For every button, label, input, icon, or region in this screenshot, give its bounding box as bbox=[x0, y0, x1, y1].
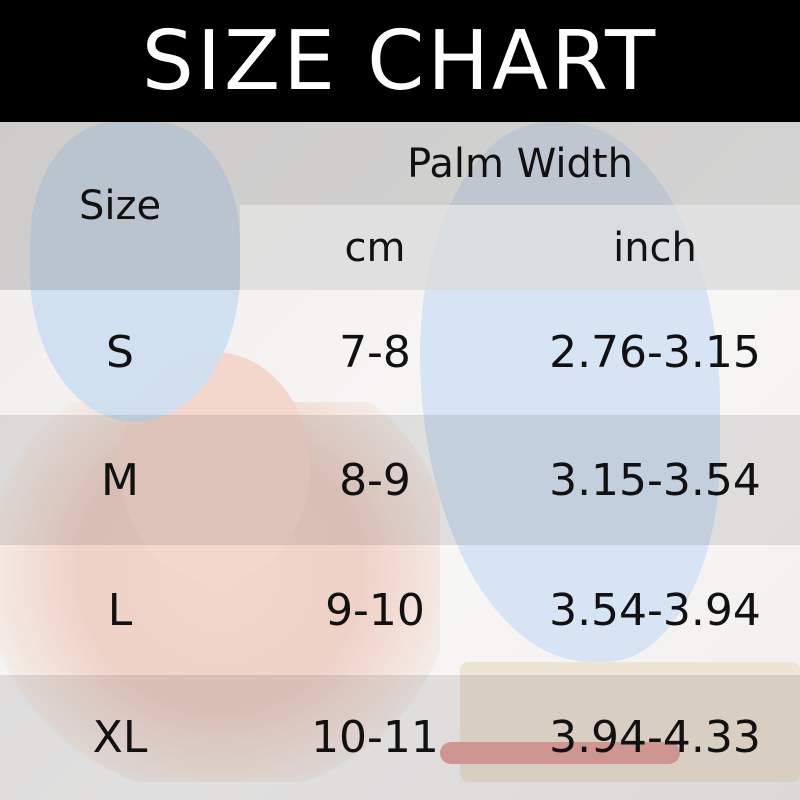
inch-header: inch bbox=[613, 224, 697, 271]
title-banner: SIZE CHART bbox=[0, 0, 800, 122]
cm-cell: 7-8 bbox=[339, 327, 411, 378]
table-row bbox=[0, 290, 800, 415]
size-cell: XL bbox=[92, 712, 148, 763]
size-header: Size bbox=[78, 183, 162, 229]
size-cell: M bbox=[101, 454, 139, 506]
cm-cell: 9-10 bbox=[325, 584, 425, 636]
inch-cell: 3.54-3.94 bbox=[549, 584, 761, 636]
unit-header-band bbox=[240, 205, 800, 290]
inch-cell: 2.76-3.15 bbox=[549, 327, 761, 378]
inch-cell: 3.15-3.54 bbox=[549, 454, 761, 506]
palm-width-header: Palm Width bbox=[407, 140, 633, 187]
cm-header: cm bbox=[344, 224, 406, 271]
cm-cell: 10-11 bbox=[311, 712, 439, 763]
cm-cell: 8-9 bbox=[339, 454, 411, 506]
inch-cell: 3.94-4.33 bbox=[549, 712, 761, 763]
page-title: SIZE CHART bbox=[141, 13, 659, 109]
size-cell: S bbox=[106, 327, 134, 378]
size-cell: L bbox=[107, 584, 133, 636]
table-row bbox=[0, 545, 800, 675]
table-row bbox=[0, 675, 800, 800]
table-row bbox=[0, 415, 800, 545]
